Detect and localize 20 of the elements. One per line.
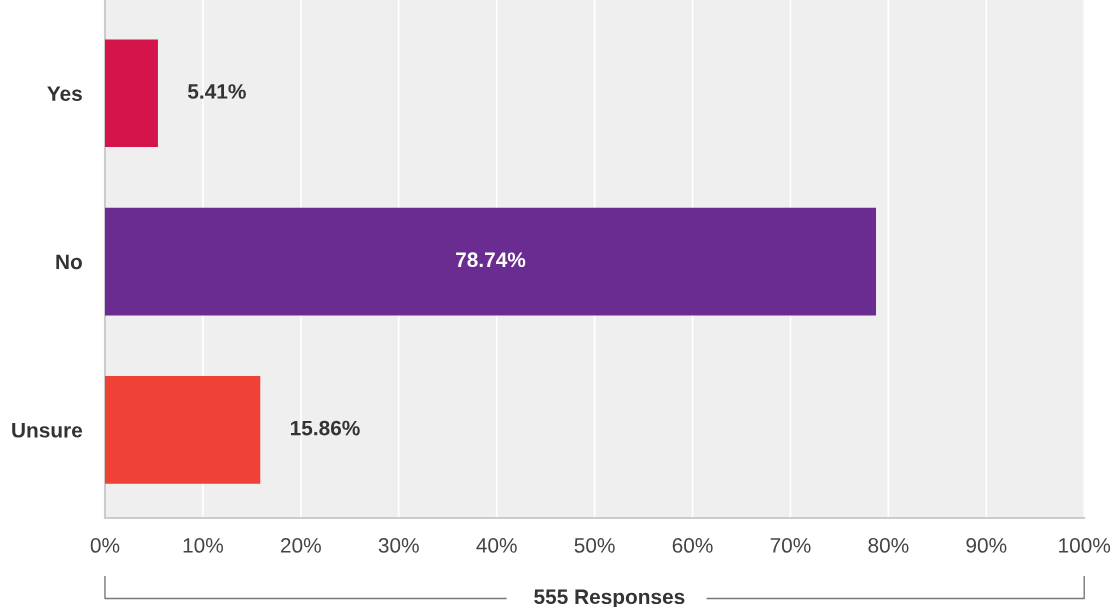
data-label: 78.74%: [456, 252, 526, 268]
x-tick-label: 50%: [574, 538, 615, 553]
data-label: 5.41%: [187, 84, 246, 99]
x-tick-label: 30%: [378, 538, 419, 553]
x-tick-label: 10%: [183, 538, 223, 553]
bar: [104, 207, 877, 316]
x-tick-label: 90%: [966, 538, 1007, 553]
bar: [104, 375, 261, 484]
data-label: 15.86%: [290, 420, 360, 436]
x-tick-label: 60%: [672, 538, 713, 553]
x-tick-label: 100%: [1059, 538, 1111, 553]
y-tick-label: Unsure: [12, 423, 83, 438]
x-tick-label: 40%: [476, 538, 517, 553]
x-tick-label: 0%: [90, 538, 120, 553]
x-tick-label: 80%: [868, 538, 909, 553]
x-tick-label: 70%: [770, 538, 811, 553]
y-tick-label: Yes: [47, 86, 82, 101]
bar: [104, 39, 158, 148]
x-tick-label: 20%: [281, 538, 321, 553]
y-tick-label: No: [56, 254, 82, 270]
